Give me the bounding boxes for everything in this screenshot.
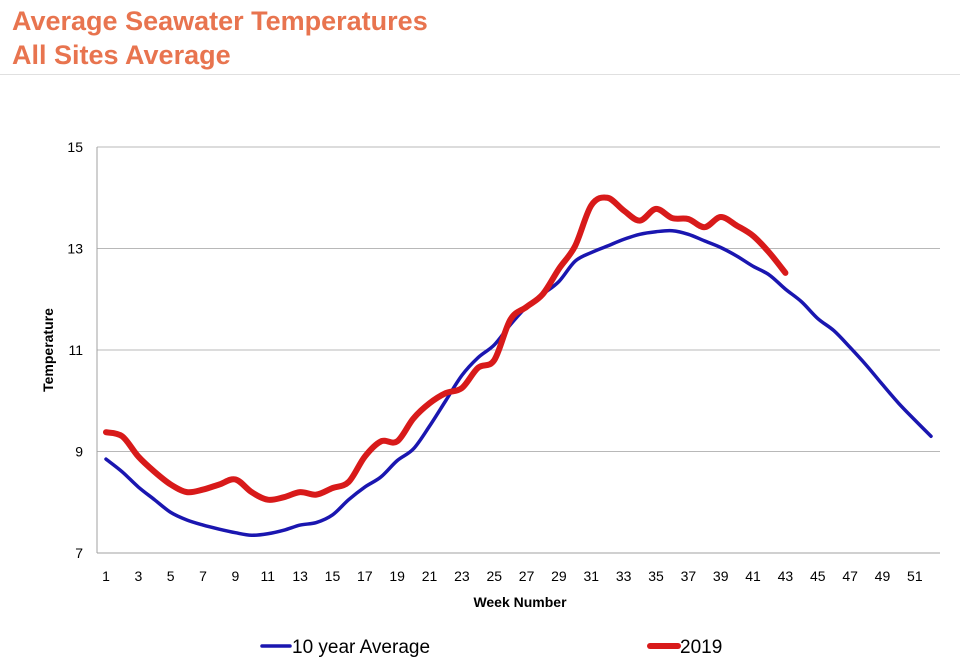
- x-tick-label: 15: [325, 568, 341, 584]
- title-divider: [0, 74, 960, 75]
- x-tick-label: 7: [199, 568, 207, 584]
- series-lines: [103, 194, 933, 538]
- x-tick-label: 35: [648, 568, 664, 584]
- x-tick-label: 1: [102, 568, 110, 584]
- gridlines: [97, 146, 940, 452]
- legend: 10 year Average 2019: [260, 637, 722, 658]
- x-tick-label: 17: [357, 568, 373, 584]
- x-tick-label: 19: [389, 568, 405, 584]
- y-tick-label: 9: [75, 444, 83, 460]
- x-tick-label: 13: [292, 568, 308, 584]
- legend-label-0: 10 year Average: [292, 637, 430, 658]
- x-tick-label: 25: [486, 568, 502, 584]
- title-line-1: Average Seawater Temperatures: [12, 6, 428, 36]
- series-line-1: [103, 194, 789, 503]
- x-tick-label: 3: [134, 568, 142, 584]
- x-tick-labels: 1 3 5 7 9 11 13 15 17 19 21 23 25 27 29 31 33 35 37 39 41 43 4…: [102, 568, 923, 584]
- x-tick-label: 43: [778, 568, 794, 584]
- x-tick-label: 51: [907, 568, 923, 584]
- title-line-2: All Sites Average: [12, 40, 231, 70]
- x-tick-label: 37: [681, 568, 697, 584]
- y-tick-label: 13: [67, 241, 83, 257]
- x-tick-label: 31: [584, 568, 600, 584]
- x-tick-label: 45: [810, 568, 826, 584]
- x-tick-label: 41: [745, 568, 761, 584]
- series-line-0: [104, 228, 933, 538]
- x-tick-label: 39: [713, 568, 729, 584]
- x-tick-label: 33: [616, 568, 632, 584]
- y-tick-labels: 7 9 11 13 15: [67, 139, 83, 561]
- x-tick-label: 9: [232, 568, 240, 584]
- y-tick-label: 7: [75, 545, 83, 561]
- x-tick-label: 23: [454, 568, 470, 584]
- axes: [96, 147, 940, 554]
- y-tick-label: 15: [67, 139, 83, 155]
- chart-title: Average Seawater Temperatures All Sites …: [12, 4, 428, 72]
- y-axis-title: Temperature: [40, 308, 56, 392]
- x-tick-label: 11: [260, 568, 275, 584]
- x-axis-title: Week Number: [473, 594, 567, 610]
- x-tick-label: 21: [422, 568, 438, 584]
- y-tick-label: 11: [68, 342, 83, 358]
- legend-label-1: 2019: [680, 637, 722, 658]
- x-tick-label: 47: [842, 568, 858, 584]
- x-tick-label: 49: [875, 568, 891, 584]
- x-tick-label: 29: [551, 568, 567, 584]
- x-tick-label: 5: [167, 568, 175, 584]
- x-tick-label: 27: [519, 568, 535, 584]
